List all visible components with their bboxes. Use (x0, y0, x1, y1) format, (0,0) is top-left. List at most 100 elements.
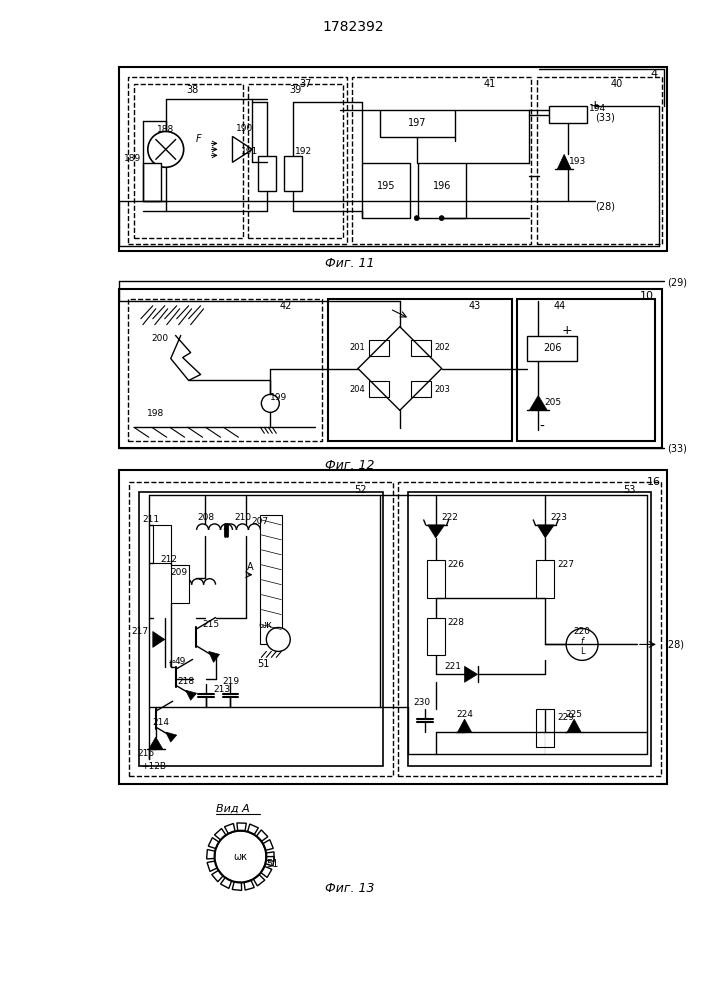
Text: 226: 226 (448, 560, 464, 569)
Text: 198: 198 (147, 409, 165, 418)
Text: 4: 4 (650, 69, 658, 79)
Text: +: + (562, 324, 573, 337)
Text: 219: 219 (222, 677, 239, 686)
Text: (33): (33) (595, 113, 615, 123)
Bar (119, 470, 667, 784)
Text: 221: 221 (445, 662, 462, 671)
Text: 189: 189 (124, 154, 141, 163)
Bar (258, 156, 276, 191)
Text: 53: 53 (623, 485, 635, 495)
Bar (170, 565, 189, 603)
Text: (28): (28) (595, 201, 615, 211)
Text: 52: 52 (354, 485, 366, 495)
Bar (128, 77, 347, 244)
Bar (143, 163, 160, 201)
Bar (398, 482, 661, 776)
Circle shape (262, 394, 279, 412)
Text: (28): (28) (664, 639, 684, 649)
Bar (380, 110, 455, 137)
Text: 16: 16 (647, 477, 661, 487)
Polygon shape (530, 395, 547, 410)
Bar (427, 618, 445, 655)
Text: 201: 201 (349, 343, 365, 352)
Text: 191: 191 (241, 147, 258, 156)
Bar (328, 299, 513, 441)
Text: (33): (33) (667, 443, 686, 453)
Text: 51: 51 (266, 859, 279, 869)
Text: 205: 205 (544, 398, 562, 407)
Polygon shape (153, 631, 165, 647)
Polygon shape (557, 154, 571, 169)
Text: 41: 41 (484, 79, 496, 89)
Text: 194: 194 (589, 104, 606, 113)
Polygon shape (209, 651, 220, 662)
Text: 202: 202 (435, 343, 450, 352)
Text: 212: 212 (160, 555, 177, 564)
Text: 204: 204 (349, 385, 365, 394)
Polygon shape (428, 525, 445, 538)
Text: 220: 220 (573, 627, 590, 636)
Bar (411, 381, 431, 397)
Polygon shape (457, 719, 472, 732)
Bar (362, 163, 410, 218)
Text: 1782392: 1782392 (322, 20, 384, 34)
Bar (119, 289, 662, 448)
Bar (128, 299, 322, 441)
Bar (352, 77, 531, 244)
Polygon shape (464, 666, 477, 682)
Bar (427, 560, 445, 598)
Circle shape (148, 131, 184, 167)
Text: 40: 40 (611, 79, 623, 89)
Text: 39: 39 (289, 85, 301, 95)
Bar (418, 163, 465, 218)
Bar (408, 492, 651, 766)
Text: 38: 38 (187, 85, 199, 95)
Text: (29): (29) (667, 278, 686, 288)
Text: 211: 211 (142, 515, 159, 524)
Polygon shape (186, 690, 197, 700)
Bar (537, 709, 554, 747)
Text: 188: 188 (157, 125, 175, 134)
Text: 200: 200 (151, 334, 169, 343)
Text: ωк: ωк (258, 620, 272, 630)
Bar (369, 381, 389, 397)
Circle shape (439, 216, 444, 221)
Text: 51: 51 (257, 659, 269, 669)
Text: 218: 218 (177, 677, 194, 686)
Text: 216: 216 (137, 749, 154, 758)
Bar (129, 482, 393, 776)
Text: 199: 199 (269, 393, 287, 402)
Text: 223: 223 (551, 513, 568, 522)
Text: 209: 209 (170, 568, 187, 577)
Text: 207: 207 (252, 517, 269, 526)
Text: +: + (590, 99, 600, 112)
Text: 193: 193 (568, 157, 585, 166)
Polygon shape (537, 525, 554, 538)
Circle shape (414, 216, 419, 221)
Text: f: f (580, 637, 583, 646)
Text: +12B: +12B (141, 762, 166, 771)
Text: 192: 192 (295, 147, 312, 156)
Text: 42: 42 (279, 301, 291, 311)
Text: 206: 206 (543, 343, 561, 353)
Polygon shape (165, 732, 177, 742)
Text: 195: 195 (377, 181, 395, 191)
Text: L: L (580, 647, 585, 656)
Text: Фиг. 11: Фиг. 11 (325, 257, 375, 270)
Text: 215: 215 (202, 620, 219, 629)
Bar (369, 340, 389, 356)
Text: F: F (196, 134, 201, 144)
Bar (260, 515, 282, 644)
Polygon shape (567, 719, 581, 732)
Text: 197: 197 (407, 118, 426, 128)
Text: 203: 203 (435, 385, 450, 394)
Bar (284, 156, 302, 191)
Bar (134, 84, 243, 238)
Text: 230: 230 (413, 698, 431, 707)
Text: 225: 225 (566, 710, 583, 719)
Text: 217: 217 (132, 627, 148, 636)
Text: 190: 190 (236, 124, 253, 133)
Text: Вид A: Вид A (216, 804, 250, 814)
Bar (537, 77, 662, 244)
Bar (119, 67, 667, 251)
